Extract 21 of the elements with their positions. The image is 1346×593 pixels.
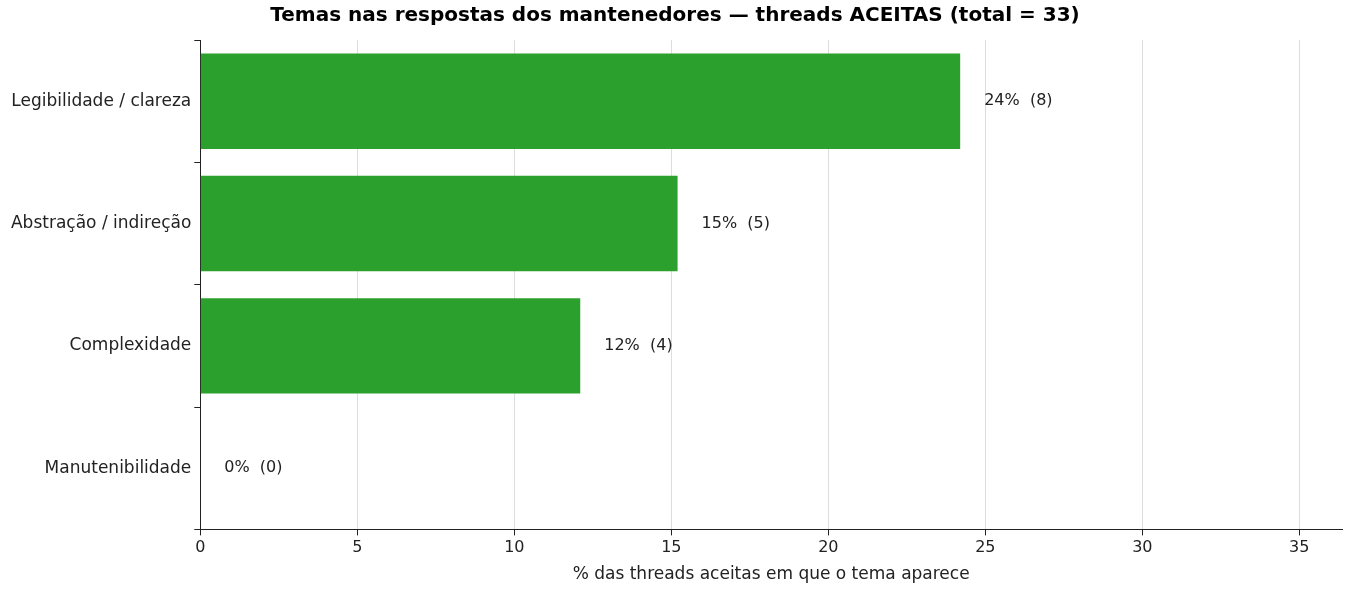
y-tick-label: Abstração / indireção [10,211,192,232]
x-axis-title: % das threads aceitas em que o tema aparece [572,563,970,584]
x-tick-label: 10 [504,537,525,557]
y-tick-label: Manutenibilidade [44,456,192,477]
chart-title: Temas nas respostas dos mantenedores — threads ACEITAS (total = 33) [270,2,1080,27]
data-label: 15% (5) [701,212,770,232]
bar [200,298,581,394]
x-tick-label: 20 [818,537,839,557]
x-tick-label: 15 [661,537,682,557]
x-tick-label: 30 [1132,537,1153,557]
data-label: 12% (4) [604,335,673,355]
x-tick-label: 35 [1289,537,1310,557]
x-tick-label: 5 [352,537,363,557]
data-label: 0% (0) [224,457,283,477]
y-tick-label: Complexidade [69,334,192,355]
bar [200,53,961,149]
data-label: 24% (8) [984,90,1053,110]
bar [200,175,678,272]
y-tick-label: Legibilidade / clareza [11,89,192,110]
x-tick-label: 0 [195,537,206,557]
x-tick-label: 25 [975,537,996,557]
